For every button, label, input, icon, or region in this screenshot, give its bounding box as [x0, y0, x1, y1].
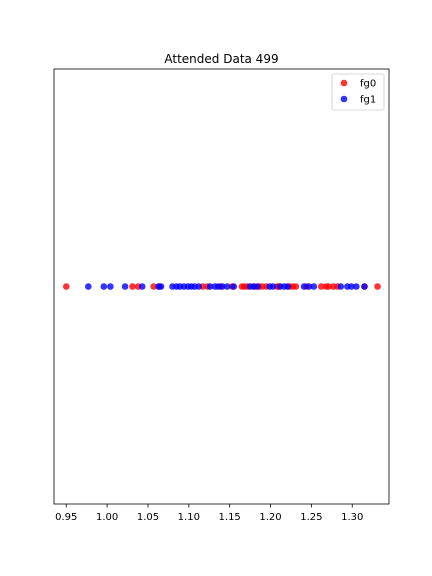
point-fg1: [269, 283, 277, 290]
x-tick-label: 1.15: [219, 512, 241, 523]
point-fg1: [337, 283, 345, 290]
point-fg0: [292, 283, 300, 290]
legend-marker-fg0: [340, 79, 348, 87]
x-tick-label: 1.30: [341, 512, 363, 523]
point-fg0: [62, 283, 70, 290]
point-fg1: [310, 283, 318, 290]
legend-label-fg1: fg1: [360, 95, 376, 106]
point-fg1: [219, 283, 226, 290]
point-fg0: [317, 283, 325, 290]
x-axis: 0.95 1.00 1.05 1.10 1.15 1.20 1.25 1.30: [55, 504, 363, 523]
point-fg1: [107, 283, 114, 290]
point-fg1: [85, 283, 92, 290]
point-fg0: [129, 283, 136, 290]
point-fg1: [121, 283, 129, 290]
plot-area-frame: [53, 68, 390, 505]
point-fg0: [374, 283, 381, 290]
point-fg1: [305, 283, 313, 290]
point-fg1: [195, 283, 202, 290]
point-fg1: [361, 283, 368, 290]
chart-title: Attended Data 499: [164, 52, 278, 66]
point-fg1: [138, 283, 146, 290]
x-tick-label: 1.20: [259, 512, 281, 523]
x-tick-label: 1.00: [96, 512, 118, 523]
legend-marker-fg1: [340, 95, 348, 103]
point-fg1: [300, 283, 308, 290]
point-fg1: [206, 283, 214, 290]
point-fg1: [284, 283, 291, 290]
point-fg0: [325, 283, 332, 290]
x-tick-label: 1.10: [178, 512, 200, 523]
x-tick-label: 0.95: [55, 512, 77, 523]
point-fg1: [353, 283, 360, 290]
point-fg1: [230, 283, 238, 290]
point-fg1: [223, 283, 231, 290]
data-points: [62, 283, 381, 290]
x-tick-label: 1.05: [137, 512, 159, 523]
legend-label-fg0: fg0: [360, 79, 376, 90]
point-fg1: [254, 283, 261, 290]
point-fg0: [150, 283, 157, 290]
point-fg1: [157, 283, 165, 290]
point-fg1: [348, 283, 355, 290]
x-tick-label: 1.25: [300, 512, 322, 523]
point-fg1: [100, 283, 108, 290]
